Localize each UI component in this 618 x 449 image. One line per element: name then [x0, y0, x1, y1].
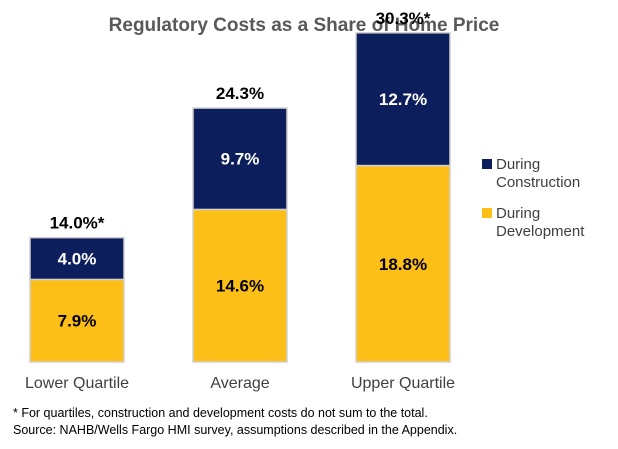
legend-label: During — [496, 156, 540, 173]
segment-value-label: 4.0% — [58, 250, 97, 269]
segment-value-label: 9.7% — [221, 150, 260, 169]
total-value-label: 30.3%* — [376, 9, 431, 28]
chart-title: Regulatory Costs as a Share of Home Pric… — [109, 15, 500, 36]
segment-value-label: 12.7% — [379, 90, 427, 109]
category-label: Lower Quartile — [25, 375, 129, 392]
total-value-label: 14.0%* — [50, 214, 105, 233]
legend-swatch — [482, 208, 492, 218]
total-value-label: 24.3% — [216, 84, 264, 103]
legend-label: During — [496, 205, 540, 222]
footnote-note: * For quartiles, construction and develo… — [13, 406, 428, 420]
bars-group: 7.9% 4.0% 14.0%* Lower Quartile 14.6% 9.7% 24.… — [25, 9, 455, 392]
bar-segment — [29, 278, 125, 363]
bar-segment — [29, 236, 125, 281]
category-label: Average — [210, 375, 269, 392]
legend-label: Development — [496, 223, 585, 240]
legend-swatch — [482, 159, 492, 169]
bar-segment — [192, 208, 288, 363]
bar-segment — [355, 32, 451, 167]
segment-value-label: 18.8% — [379, 255, 427, 274]
footnote-source: Source: NAHB/Wells Fargo HMI survey, ass… — [13, 423, 457, 437]
bar-segment — [192, 107, 288, 211]
segment-value-label: 14.6% — [216, 277, 264, 296]
category-label: Upper Quartile — [351, 375, 455, 392]
legend-label: Construction — [496, 174, 580, 191]
segment-value-label: 7.9% — [58, 312, 97, 331]
